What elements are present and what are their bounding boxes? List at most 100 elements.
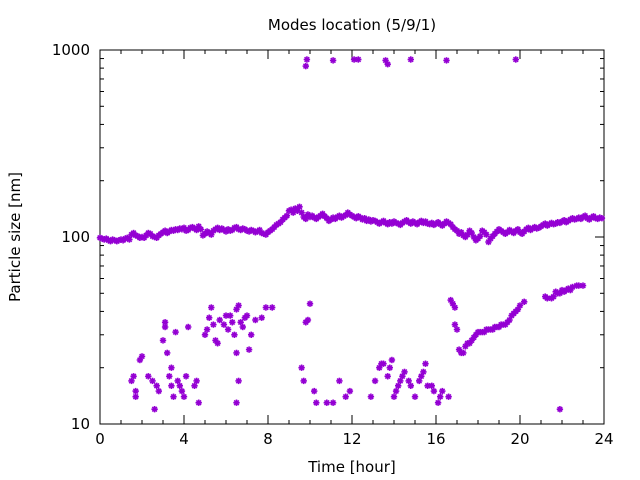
data-point (329, 57, 337, 64)
data-point (159, 337, 167, 344)
data-point (166, 373, 173, 380)
data-point (323, 399, 330, 406)
data-point (214, 340, 221, 347)
data-point (126, 236, 133, 243)
data-point (205, 314, 213, 321)
data-point (172, 328, 179, 336)
data-point (476, 232, 484, 240)
data-point (579, 282, 587, 289)
data-point (346, 387, 354, 395)
data-point (178, 387, 186, 395)
x-tick-label: 0 (95, 430, 105, 448)
data-point (220, 321, 228, 328)
data-point (437, 393, 444, 400)
data-point (405, 377, 412, 385)
data-point (302, 62, 309, 70)
data-point (247, 331, 255, 338)
data-point (239, 323, 247, 331)
data-point (231, 331, 238, 338)
data-point (395, 382, 402, 389)
data-point (303, 56, 311, 63)
data-point (161, 319, 169, 326)
data-point (226, 312, 234, 319)
data-point (298, 364, 305, 371)
data-point (145, 373, 152, 380)
data-point (483, 231, 490, 238)
data-point (388, 356, 396, 364)
chart-title: Modes location (5/9/1) (268, 16, 436, 34)
data-point (262, 304, 270, 311)
x-tick-label: 24 (594, 430, 613, 448)
data-point (132, 387, 139, 395)
data-point (252, 316, 259, 324)
data-point (367, 393, 375, 400)
data-point (168, 382, 175, 389)
y-tick-label: 10 (71, 415, 90, 433)
y-axis-label: Particle size [nm] (6, 172, 24, 302)
data-point (163, 349, 171, 357)
data-point (201, 331, 209, 338)
data-point (460, 349, 467, 357)
data-point (304, 316, 312, 324)
data-point (208, 304, 215, 311)
data-point (386, 364, 393, 371)
data-point (371, 377, 379, 385)
data-point (258, 314, 265, 321)
data-point (380, 360, 387, 367)
data-point (229, 319, 236, 326)
data-point (203, 326, 211, 333)
data-point (420, 368, 427, 376)
data-point (390, 393, 398, 400)
data-point (453, 326, 461, 333)
data-point (411, 393, 419, 400)
data-point (445, 393, 452, 400)
x-tick-label: 16 (426, 430, 445, 448)
data-point (184, 323, 192, 331)
x-axis-label: Time [hour] (307, 458, 396, 476)
data-point (233, 399, 240, 406)
data-point (384, 60, 391, 68)
data-point (392, 387, 400, 395)
data-point (512, 56, 519, 63)
data-point (153, 382, 160, 389)
data-point (245, 346, 253, 353)
data-point (422, 360, 429, 367)
data-point (176, 382, 184, 389)
data-point (306, 300, 314, 307)
data-point (598, 214, 606, 222)
data-point (195, 399, 202, 406)
data-point (451, 304, 459, 311)
data-point (355, 56, 362, 63)
data-point (235, 377, 242, 385)
data-point (329, 399, 337, 406)
data-point (439, 387, 446, 395)
data-point (401, 368, 408, 376)
data-point (407, 382, 414, 389)
axis-ticks: 0 4 8 12 16 20 24 10 100 1000 (52, 41, 614, 448)
x-tick-label: 20 (510, 430, 529, 448)
data-point (434, 399, 442, 406)
data-point (151, 406, 158, 413)
data-point (197, 226, 205, 233)
data-point (224, 326, 232, 333)
data-point (193, 377, 200, 385)
data-point (149, 377, 156, 385)
data-point (222, 312, 230, 319)
data-points (96, 56, 606, 413)
x-tick-label: 4 (179, 430, 189, 448)
data-point (210, 321, 217, 328)
data-point (168, 364, 175, 371)
data-point (336, 377, 343, 385)
data-point (300, 377, 307, 385)
x-tick-label: 8 (263, 430, 273, 448)
data-point (283, 212, 291, 219)
data-point (516, 302, 524, 309)
y-tick-label: 1000 (52, 41, 90, 59)
data-point (443, 57, 450, 64)
data-point (384, 373, 391, 380)
data-point (311, 387, 318, 395)
data-point (296, 203, 303, 211)
data-point (170, 393, 177, 400)
data-point (269, 304, 276, 311)
